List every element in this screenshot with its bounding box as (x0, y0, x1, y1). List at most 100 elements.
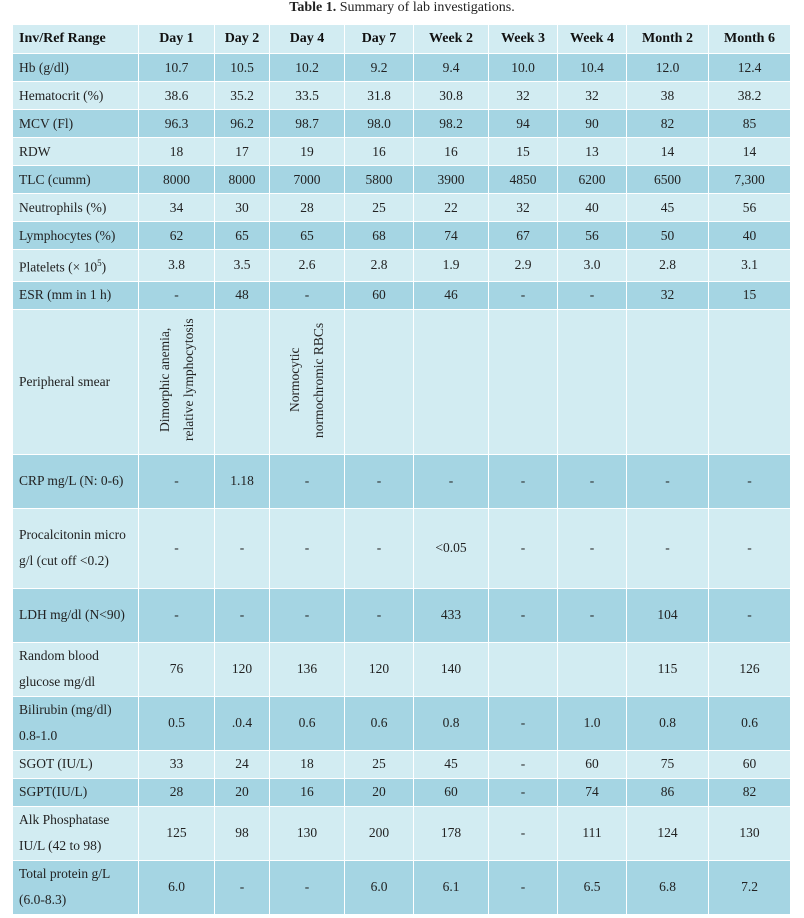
table-cell: 16 (344, 137, 414, 166)
column-header: Month 6 (708, 24, 791, 54)
table-cell: 67 (488, 221, 558, 250)
table-cell: 5800 (344, 165, 414, 194)
column-header: Week 3 (488, 24, 558, 54)
table-row: Alk Phosphatase IU/L (42 to 98) 125 98 130 2… (12, 805, 791, 861)
row-label-text: Procalcitonin micro g/l (cut off <0.2) (19, 527, 126, 568)
row-label: Alk Phosphatase IU/L (42 to 98) (12, 805, 139, 861)
table-cell: 31.8 (344, 81, 414, 110)
table-cell: 38.2 (708, 81, 791, 110)
table-row: Bilirubin (mg/dl) 0.8-1.0 0.5.0.4 0.6 0.6 0.… (12, 695, 791, 751)
table-cell: 76 (138, 641, 215, 697)
table-cell: 82 (626, 109, 709, 138)
table-cell: - (214, 859, 270, 915)
table-cell: 34 (138, 193, 215, 222)
table-cell: 40 (708, 221, 791, 250)
table-cell: - (269, 587, 345, 643)
row-label-superscript: 5 (97, 258, 102, 268)
table-cell: 3.5 (214, 249, 270, 282)
table-cell: - (488, 695, 558, 751)
row-label-text: Bilirubin (mg/dl) 0.8-1.0 (19, 702, 112, 743)
table-cell: 9.2 (344, 53, 414, 82)
table-cell: 3.1 (708, 249, 791, 282)
table-cell: 22 (413, 193, 489, 222)
table-cell: 68 (344, 221, 414, 250)
table-cell: 32 (557, 81, 627, 110)
table-cell: 75 (626, 749, 709, 779)
table-cell: 74 (557, 777, 627, 807)
table-cell: 130 (269, 805, 345, 861)
table-cell: 7.2 (708, 859, 791, 915)
table-cell: 120 (214, 641, 270, 697)
table-cell: 28 (269, 193, 345, 222)
column-header: Day 4 (269, 24, 345, 54)
table-cell: 6.8 (626, 859, 709, 915)
table-cell: - (214, 587, 270, 643)
table-cell: 62 (138, 221, 215, 250)
table-cell: 60 (413, 777, 489, 807)
table-cell: - (269, 859, 345, 915)
table-cell: - (557, 587, 627, 643)
table-cell: 40 (557, 193, 627, 222)
table-cell: - (344, 507, 414, 589)
table-cell: 0.6 (708, 695, 791, 751)
table-cell: 3900 (413, 165, 489, 194)
row-label: SGOT (IU/L) (12, 749, 139, 779)
column-header: Day 1 (138, 24, 215, 54)
row-label-text: MCV (Fl) (19, 115, 74, 131)
table-cell: 136 (269, 641, 345, 697)
table-cell: 35.2 (214, 81, 270, 110)
row-label: RDW (12, 137, 139, 166)
table-cell: 98.0 (344, 109, 414, 138)
table-cell: 3.8 (138, 249, 215, 282)
row-label-text: LDH mg/dl (N<90) (19, 607, 125, 622)
table-cell: 16 (413, 137, 489, 166)
table-cell: 98.2 (413, 109, 489, 138)
table-cell: 1.18 (214, 453, 270, 509)
row-label: Peripheral smear (12, 308, 139, 455)
table-cell: 20 (344, 777, 414, 807)
table-cell: 140 (413, 641, 489, 697)
table-cell: 6.1 (413, 859, 489, 915)
table-cell: 60 (557, 749, 627, 779)
table-cell: 82 (708, 777, 791, 807)
row-label-suffix: ) (101, 259, 107, 275)
table-cell: 6.0 (138, 859, 215, 915)
table-cell (557, 308, 627, 455)
table-cell: 126 (708, 641, 791, 697)
table-cell: 50 (626, 221, 709, 250)
table-caption: Table 1. Summary of lab investigations. (0, 0, 804, 16)
row-label: Procalcitonin micro g/l (cut off <0.2) (12, 507, 139, 589)
row-label: TLC (cumm) (12, 165, 139, 194)
row-label: SGPT(IU/L) (12, 777, 139, 807)
table-cell: 74 (413, 221, 489, 250)
table-cell: 30.8 (413, 81, 489, 110)
table-cell: 3.0 (557, 249, 627, 282)
column-header: Inv/Ref Range (12, 24, 139, 54)
table-cell: 8000 (138, 165, 215, 194)
table-cell: - (269, 453, 345, 509)
row-label-text: ESR (mm in 1 h) (19, 287, 112, 302)
table-cell (413, 308, 489, 455)
table-cell: - (708, 587, 791, 643)
table-row: TLC (cumm) 8000 8000 7000 5800 3900 4850 6200 65… (12, 165, 791, 194)
table-cell: 14 (626, 137, 709, 166)
table-row: Platelets (× 105) 3.8 3.5 2.6 2.8 1.9 2.9 3.0 2.… (12, 249, 791, 282)
table-cell: 2.8 (344, 249, 414, 282)
table-cell: 6500 (626, 165, 709, 194)
table-cell: 10.2 (269, 53, 345, 82)
table-cell (708, 308, 791, 455)
caption-text: Summary of lab investigations. (339, 0, 515, 15)
table-cell: - (708, 453, 791, 509)
table-cell: - (413, 453, 489, 509)
table-cell: 125 (138, 805, 215, 861)
table-cell: 104 (626, 587, 709, 643)
table-cell: 32 (488, 193, 558, 222)
table-cell (626, 308, 709, 455)
table-cell: 19 (269, 137, 345, 166)
table-row: Procalcitonin micro g/l (cut off <0.2) - -… (12, 507, 791, 589)
table-cell: <0.05 (413, 507, 489, 589)
table-row: CRP mg/L (N: 0-6) -1.18- - - - - - - (12, 453, 791, 509)
table-cell: 8000 (214, 165, 270, 194)
row-label: Random blood glucose mg/dl (12, 641, 139, 697)
